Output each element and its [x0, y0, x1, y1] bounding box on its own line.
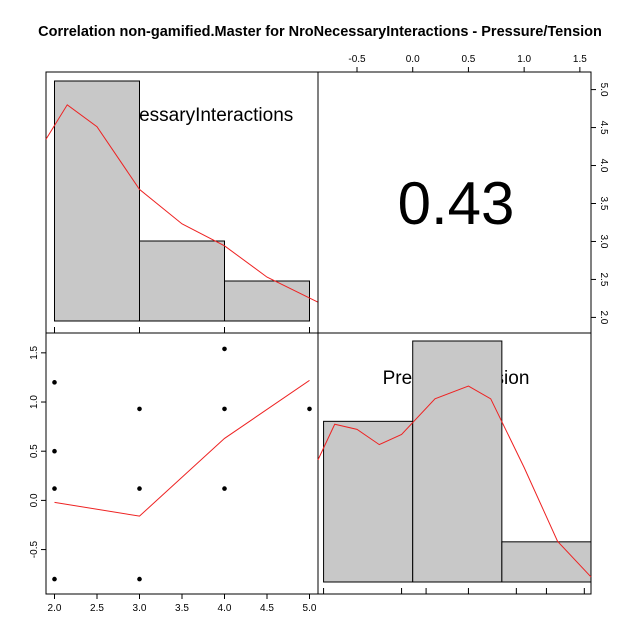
y-tick-label-left: 1.5	[29, 345, 40, 359]
scatter-point	[52, 576, 57, 582]
y-tick-label-right: 4.5	[598, 121, 609, 135]
y-tick-label-right: 4.0	[598, 159, 609, 173]
smooth-line	[54, 379, 310, 517]
histogram-bar	[139, 240, 225, 322]
histogram-bar	[501, 541, 592, 583]
y-tick-label-right: 3.5	[598, 197, 609, 211]
y-tick-label-left: -0.5	[29, 541, 40, 559]
y-tick-label-right: 5.0	[598, 83, 609, 97]
panel-frame	[317, 332, 592, 595]
y-tick-label-left: 0.0	[29, 493, 40, 507]
x-tick-label-bottom: 2.5	[90, 603, 104, 614]
y-tick-label-left: 0.5	[29, 444, 40, 458]
scatter-point	[137, 576, 142, 582]
x-tick-label-top: 0.0	[406, 54, 420, 65]
y-tick-label-left: 1.0	[29, 395, 40, 409]
chart-title: Correlation non-gamified.Master for NroN…	[38, 24, 602, 40]
scatter-point	[52, 486, 57, 491]
histogram-panel-nro-necessary-interactions: NroNecessaryInteractions	[45, 71, 319, 334]
correlation-value: 0.43	[398, 170, 515, 237]
x-tick-label-bottom: 5.0	[303, 603, 317, 614]
histogram-panel-pressure-tension: Pressure/Tension	[317, 332, 592, 595]
histogram-bar	[323, 420, 414, 583]
scatter-panel	[45, 332, 319, 595]
histogram-bar	[224, 280, 310, 322]
x-tick-label-bottom: 3.5	[175, 603, 189, 614]
x-tick-label-top: -0.5	[348, 54, 366, 65]
y-tick-label-right: 2.0	[598, 310, 609, 324]
scatter-point	[222, 406, 227, 412]
scatter-point	[52, 448, 57, 454]
x-tick-label-top: 1.0	[517, 54, 531, 65]
y-tick-label-right: 2.5	[598, 272, 609, 286]
density-curve	[45, 104, 319, 303]
scatter-point	[137, 406, 142, 412]
correlation-panel: 0.43	[317, 71, 592, 334]
x-tick-label-top: 0.5	[461, 54, 475, 65]
scatter-point	[222, 486, 227, 491]
x-tick-label-bottom: 2.0	[48, 603, 62, 614]
x-tick-label-bottom: 3.0	[133, 603, 147, 614]
panel-frame	[45, 332, 319, 595]
histogram-bar	[54, 80, 140, 322]
scatter-point	[137, 486, 142, 491]
x-tick-label-top: 1.5	[573, 54, 587, 65]
x-tick-label-bottom: 4.5	[260, 603, 274, 614]
x-tick-label-bottom: 4.0	[218, 603, 232, 614]
axes-group: 2.0 2.5 3.0 3.5 4.0 4.5 5.0 -0.5 0.0 0.5 1.0 1.5 -0.…	[29, 54, 609, 614]
density-curve	[317, 385, 592, 578]
y-tick-label-right: 3.0	[598, 235, 609, 249]
scatter-point	[222, 346, 227, 352]
scatter-point	[52, 380, 57, 385]
scatter-point	[307, 406, 312, 412]
histogram-bar	[412, 340, 503, 583]
